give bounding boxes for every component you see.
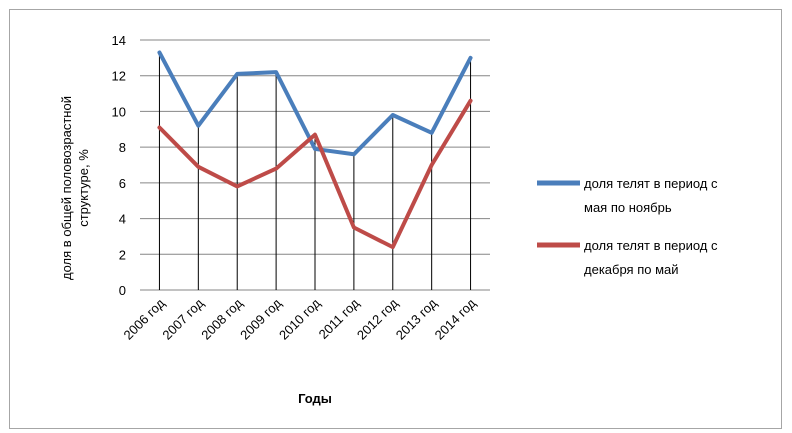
y-tick-label: 4 [119,212,126,227]
x-tick-label: 2006 год [121,295,168,342]
x-tick-label: 2010 год [276,295,323,342]
y-axis-ticks: 0 2 4 6 8 10 12 14 [112,33,126,298]
legend-label-series-2-line-1: доля телят в период с [584,238,718,253]
y-tick-label: 10 [112,104,126,119]
x-tick-label: 2009 год [237,295,284,342]
drop-lines [158,52,472,290]
y-tick-label: 6 [119,176,126,191]
y-tick-label: 0 [119,283,126,298]
y-axis-title-line-2: структуре, % [76,149,91,227]
x-tick-label: 2013 год [393,295,440,342]
series-group [157,50,473,250]
x-tick-label: 2007 год [159,295,206,342]
x-tick-label: 2012 год [354,295,401,342]
y-tick-label: 12 [112,69,126,84]
x-tick-label: 2011 год [316,295,363,342]
legend-label-series-1-line-1: доля телят в период с [584,176,718,191]
y-axis-title: доля в общей половозрастной структуре, % [59,96,91,280]
y-tick-label: 2 [119,247,126,262]
x-axis-title: Годы [298,391,332,406]
y-tick-label: 14 [112,33,126,48]
y-tick-label: 8 [119,140,126,155]
x-tick-label: 2014 год [432,295,479,342]
y-axis-title-line-1: доля в общей половозрастной [59,96,74,280]
x-tick-label: 2008 год [198,295,245,342]
legend: доля телят в период с мая по ноябрь доля… [537,176,718,277]
legend-label-series-2-line-2: декабря по май [584,262,679,277]
legend-label-series-1-line-2: мая по ноябрь [584,200,672,215]
